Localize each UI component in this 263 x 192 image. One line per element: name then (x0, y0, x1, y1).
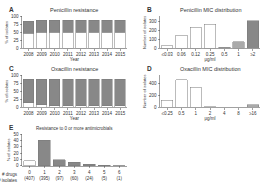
svg-text:0.25: 0.25 (206, 52, 215, 57)
svg-text:0: 0 (16, 46, 19, 51)
svg-text:≥16: ≥16 (249, 111, 257, 116)
svg-text:1: 1 (194, 111, 197, 116)
svg-text:1(395): 1(395) (39, 170, 50, 181)
svg-text:0.12: 0.12 (191, 52, 200, 57)
svg-text:30: 30 (14, 144, 20, 149)
svg-text:0: 0 (16, 105, 19, 110)
svg-text:50: 50 (14, 30, 20, 35)
svg-text:Resistance to 0 or more antimi: Resistance to 0 or more antimicrobials (36, 126, 113, 131)
svg-text:0: 0 (154, 105, 157, 110)
svg-text:μg/ml: μg/ml (204, 116, 215, 121)
svg-text:100: 100 (11, 14, 19, 19)
svg-text:2010: 2010 (50, 111, 61, 116)
svg-text:200: 200 (149, 28, 157, 33)
svg-text:2009: 2009 (37, 52, 48, 57)
svg-text:2008: 2008 (24, 52, 35, 57)
svg-text:200: 200 (149, 93, 157, 98)
svg-text:2010: 2010 (50, 52, 61, 57)
svg-text:20: 20 (14, 151, 20, 156)
svg-text:400: 400 (149, 81, 157, 86)
svg-text:Penicillin resistance: Penicillin resistance (50, 7, 98, 13)
svg-text:Oxacillin MIC distribution: Oxacillin MIC distribution (180, 66, 241, 72)
svg-text:0: 0 (16, 163, 19, 168)
svg-text:2011: 2011 (63, 52, 73, 57)
svg-text:0.5: 0.5 (178, 111, 185, 116)
svg-text:≤0.03: ≤0.03 (162, 52, 174, 57)
svg-text:Year: Year (70, 116, 80, 121)
svg-text:10: 10 (14, 157, 20, 162)
svg-text:4(24): 4(24) (85, 170, 94, 181)
svg-text:0.5: 0.5 (221, 52, 228, 57)
svg-text:3(60): 3(60) (70, 170, 79, 181)
svg-text:2011: 2011 (63, 111, 73, 116)
svg-text:75: 75 (14, 22, 20, 27)
svg-text:50: 50 (14, 89, 20, 94)
svg-text:# drugs# isolates: # drugs# isolates (0, 172, 18, 183)
svg-text:% of isolates: % of isolates (4, 21, 9, 44)
svg-text:2009: 2009 (37, 111, 48, 116)
svg-text:0.06: 0.06 (177, 52, 186, 57)
svg-text:B: B (147, 6, 152, 13)
svg-text:D: D (147, 65, 152, 72)
svg-text:Number of isolates: Number of isolates (142, 16, 147, 49)
svg-text:40: 40 (14, 138, 20, 143)
svg-text:4: 4 (223, 111, 226, 116)
svg-text:E: E (9, 124, 14, 131)
svg-text:2013: 2013 (89, 111, 100, 116)
svg-text:0(407): 0(407) (24, 170, 35, 181)
svg-text:25: 25 (14, 97, 20, 102)
svg-text:2: 2 (209, 111, 212, 116)
svg-text:6(1): 6(1) (116, 170, 122, 181)
svg-text:25: 25 (14, 38, 20, 43)
svg-text:2012: 2012 (76, 52, 87, 57)
svg-text:8: 8 (237, 111, 240, 116)
svg-text:% of isolates: % of isolates (4, 80, 9, 103)
svg-text:≥2: ≥2 (250, 52, 255, 57)
svg-text:μg/ml: μg/ml (204, 57, 215, 62)
svg-text:100: 100 (149, 37, 157, 42)
svg-text:2014: 2014 (102, 52, 113, 57)
svg-text:50: 50 (14, 132, 20, 137)
svg-text:C: C (9, 65, 14, 72)
svg-text:2015: 2015 (115, 52, 126, 57)
svg-text:75: 75 (14, 81, 20, 86)
svg-text:2012: 2012 (76, 111, 87, 116)
svg-text:300: 300 (149, 19, 157, 24)
svg-text:0: 0 (154, 46, 157, 51)
svg-text:Number of isolates: Number of isolates (142, 74, 147, 107)
svg-text:2013: 2013 (89, 52, 100, 57)
svg-text:Oxacillin resistance: Oxacillin resistance (51, 66, 98, 72)
svg-text:Year: Year (70, 57, 80, 62)
svg-text:1: 1 (237, 52, 240, 57)
svg-text:≤0.25: ≤0.25 (162, 111, 174, 116)
svg-text:100: 100 (11, 73, 19, 78)
svg-text:2014: 2014 (102, 111, 113, 116)
svg-text:2015: 2015 (115, 111, 126, 116)
svg-text:Penicillin MIC distribution: Penicillin MIC distribution (180, 7, 241, 13)
svg-text:% of isolates: % of isolates (6, 139, 11, 162)
svg-text:5(5): 5(5) (102, 170, 108, 181)
svg-text:2(97): 2(97) (55, 170, 64, 181)
svg-text:A: A (9, 6, 14, 13)
svg-text:2008: 2008 (24, 111, 35, 116)
